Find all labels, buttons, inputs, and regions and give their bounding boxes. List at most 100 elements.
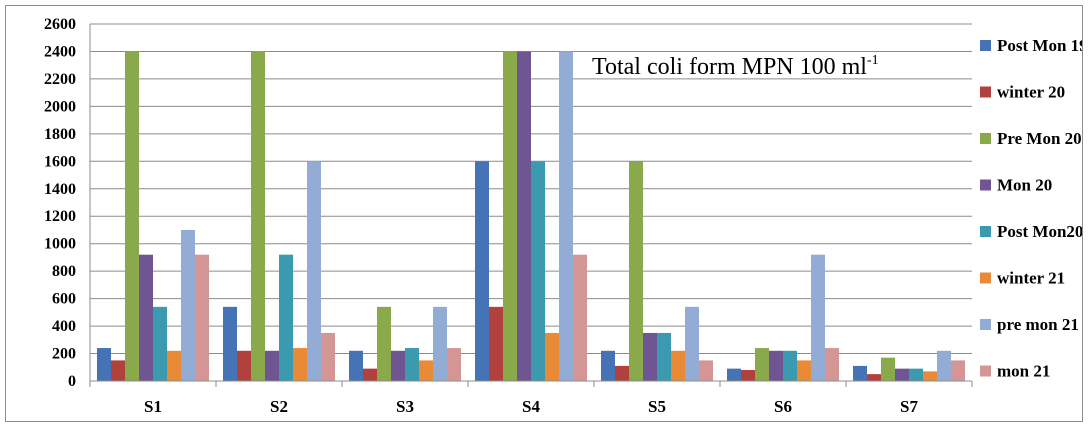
bar [685,306,699,381]
bar [237,350,251,381]
legend-swatch [980,86,991,98]
y-axis: 0 200 400 600 800 1000 1200 1400 1600 1800 2000 220… [44,16,91,390]
bar [811,254,825,381]
bar [671,350,685,381]
bar [923,371,937,381]
x-tick-label: S6 [774,397,792,416]
bar [153,306,167,381]
bar [265,350,279,381]
legend-label: Pre Mon 20 [997,129,1082,148]
chart-frame: 0 200 400 600 800 1000 1200 1400 1600 1800 2000 220… [5,5,1088,422]
x-tick-label: S2 [270,397,288,416]
y-tick-label: 1800 [44,126,76,143]
y-tick-label: 1000 [44,236,76,253]
chart-annotation: Total coli form MPN 100 ml-1 [592,53,879,80]
legend-swatch [980,272,991,284]
bar [657,332,671,381]
bar [755,348,769,381]
legend-label: Post Mon 19 [997,36,1082,55]
bar [559,51,573,381]
bar [727,368,741,381]
bar [111,360,125,381]
bar [405,348,419,381]
legend-swatch [980,133,991,144]
bar [349,350,363,381]
bar [517,51,531,381]
bar [783,350,797,381]
bar [321,332,335,381]
bar [937,350,951,381]
bar [223,306,237,381]
y-tick-label: 1400 [44,181,76,198]
y-tick-label: 2000 [44,98,76,115]
legend-swatch [980,179,991,191]
x-tick-label: S5 [648,397,666,416]
bar [167,350,181,381]
legend-label: winter 21 [997,269,1065,288]
bar [391,350,405,381]
bar [489,306,503,381]
y-tick-label: 2600 [44,16,76,33]
legend-label: pre mon 21 [997,315,1079,334]
bar [629,161,643,381]
y-tick-label: 400 [52,318,76,335]
bar [181,229,195,381]
bar [615,365,629,381]
bar [363,368,377,381]
bar [867,374,881,381]
bar [419,360,433,381]
y-tick-label: 2200 [44,71,76,88]
bar [447,348,461,381]
bar [951,360,965,381]
x-tick-label: S7 [900,397,918,416]
bar [279,254,293,381]
bar [643,332,657,381]
bar [475,161,489,381]
x-tick-label: S3 [396,397,414,416]
y-tick-label: 1600 [44,153,76,170]
bar [853,365,867,381]
legend: Post Mon 19 winter 20 Pre Mon 20 Mon 20 Post… [980,36,1088,381]
y-tick-label: 2400 [44,43,76,60]
bar [573,254,587,381]
bar-chart: 0 200 400 600 800 1000 1200 1400 1600 1800 2000 220… [44,16,1088,416]
x-tick-label: S1 [144,397,162,416]
bar [909,368,923,381]
legend-label: Post Mon20 [997,222,1082,241]
bar [139,254,153,381]
x-axis: S1 S2 S3 S4 S5 S6 S7 [89,380,973,416]
annotation-superscript: -1 [867,53,879,68]
y-tick-label: 200 [52,346,76,363]
bar [601,350,615,381]
y-tick-label: 800 [52,263,76,280]
bar [125,51,139,381]
bar [97,348,111,381]
bar [531,161,545,381]
bar [433,306,447,381]
legend-swatch [980,319,991,330]
legend-swatch [980,365,991,377]
bar [741,370,755,381]
bar [825,348,839,381]
bar [881,357,895,381]
legend-label: winter 20 [997,83,1065,102]
bar [769,350,783,381]
legend-swatch [980,40,991,51]
legend-label: Mon 20 [997,176,1052,195]
bar [377,306,391,381]
bars [97,51,965,381]
bar [251,51,265,381]
bar [503,51,517,381]
bar [307,161,321,381]
bar [895,368,909,381]
bar [699,360,713,381]
x-tick-label: S4 [522,397,540,416]
annotation-text: Total coli form MPN 100 ml [592,54,867,80]
bar [293,348,307,381]
legend-swatch [980,226,991,237]
y-tick-label: 0 [68,373,76,390]
bar [797,360,811,381]
legend-label: mon 21 [997,362,1050,381]
bar [195,254,209,381]
y-tick-label: 1200 [44,208,76,225]
